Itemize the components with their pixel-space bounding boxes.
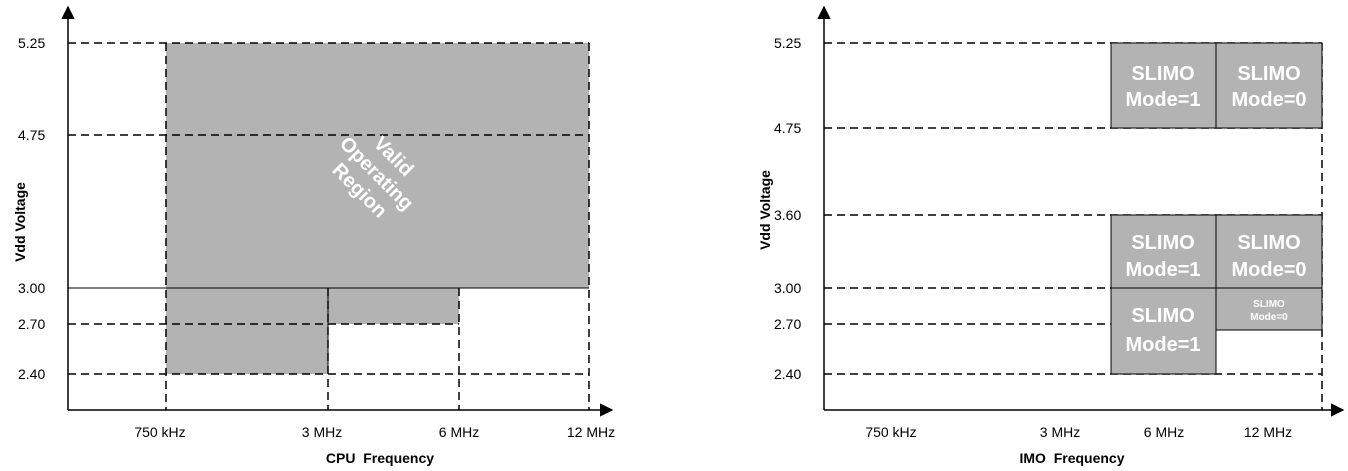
cpu-xtick-750khz: 750 kHz bbox=[134, 424, 185, 440]
cpu-xtick-6mhz: 6 MHz bbox=[439, 424, 479, 440]
svg-text:SLIMO: SLIMO bbox=[1237, 63, 1300, 85]
cpu-y-axis-title: Vdd Voltage bbox=[12, 182, 28, 262]
svg-text:Mode=0: Mode=0 bbox=[1231, 89, 1306, 111]
svg-text:SLIMO: SLIMO bbox=[1131, 305, 1194, 327]
svg-text:Mode=0: Mode=0 bbox=[1250, 312, 1288, 323]
cpu-frequency-chart: 5.25 4.75 3.00 2.70 2.40 750 kHz 3 MHz 6… bbox=[12, 5, 615, 466]
cpu-ytick-2v40: 2.40 bbox=[18, 366, 45, 382]
svg-text:Mode=1: Mode=1 bbox=[1125, 259, 1200, 281]
imo-ytick-2v40: 2.40 bbox=[774, 366, 801, 382]
slimo-region-mid-left bbox=[1110, 214, 1217, 289]
slimo-region-low-left bbox=[1110, 287, 1217, 375]
slimo-region-mid-right bbox=[1215, 214, 1323, 289]
svg-text:Mode=1: Mode=1 bbox=[1125, 334, 1200, 356]
cpu-x-axis-title: CPU Frequency bbox=[326, 450, 434, 466]
slimo-label-mid-left: SLIMO Mode=1 bbox=[1125, 232, 1200, 281]
slimo-label-top-left: SLIMO Mode=1 bbox=[1125, 63, 1200, 111]
svg-text:SLIMO: SLIMO bbox=[1131, 232, 1194, 254]
imo-xtick-12mhz: 12 MHz bbox=[1244, 424, 1292, 440]
imo-ytick-3v60: 3.60 bbox=[774, 207, 801, 223]
imo-x-axis-title: IMO Frequency bbox=[1019, 450, 1124, 466]
imo-dashed-guides bbox=[824, 42, 1323, 410]
slimo-label-mid-right: SLIMO Mode=0 bbox=[1231, 232, 1306, 281]
svg-text:SLIMO: SLIMO bbox=[1237, 232, 1300, 254]
cpu-ytick-2v70: 2.70 bbox=[18, 316, 45, 332]
svg-text:Mode=0: Mode=0 bbox=[1231, 259, 1306, 281]
valid-region-main bbox=[166, 43, 589, 288]
slimo-label-top-right: SLIMO Mode=0 bbox=[1231, 63, 1306, 111]
cpu-xtick-12mhz: 12 MHz bbox=[567, 424, 615, 440]
valid-region-6mhz bbox=[328, 288, 459, 324]
valid-region-3mhz bbox=[166, 288, 328, 374]
imo-y-axis-title: Vdd Voltage bbox=[757, 170, 773, 250]
cpu-xtick-3mhz: 3 MHz bbox=[302, 424, 342, 440]
imo-ytick-4v75: 4.75 bbox=[774, 120, 801, 136]
imo-xtick-6mhz: 6 MHz bbox=[1144, 424, 1184, 440]
imo-ytick-5v25: 5.25 bbox=[774, 35, 801, 51]
slimo-label-low-left: SLIMO Mode=1 bbox=[1125, 305, 1200, 356]
svg-text:Mode=1: Mode=1 bbox=[1125, 89, 1200, 111]
slimo-region-top-left bbox=[1110, 42, 1217, 129]
imo-ytick-3v00: 3.00 bbox=[774, 280, 801, 296]
slimo-region-top-right bbox=[1215, 42, 1323, 129]
slimo-region-low-right bbox=[1215, 287, 1323, 331]
svg-text:SLIMO: SLIMO bbox=[1253, 299, 1285, 310]
slimo-label-low-right: SLIMO Mode=0 bbox=[1250, 299, 1288, 323]
imo-xtick-750khz: 750 kHz bbox=[865, 424, 916, 440]
imo-xtick-3mhz: 3 MHz bbox=[1040, 424, 1080, 440]
svg-text:SLIMO: SLIMO bbox=[1131, 63, 1194, 85]
cpu-ytick-5v25: 5.25 bbox=[18, 35, 45, 51]
cpu-ytick-3v00: 3.00 bbox=[18, 280, 45, 296]
cpu-dashed-guides bbox=[68, 42, 590, 410]
imo-ytick-2v70: 2.70 bbox=[774, 316, 801, 332]
cpu-ytick-4v75: 4.75 bbox=[18, 127, 45, 143]
imo-frequency-chart: SLIMO Mode=1 SLIMO Mode=0 SLIMO Mode=1 S… bbox=[757, 5, 1345, 466]
